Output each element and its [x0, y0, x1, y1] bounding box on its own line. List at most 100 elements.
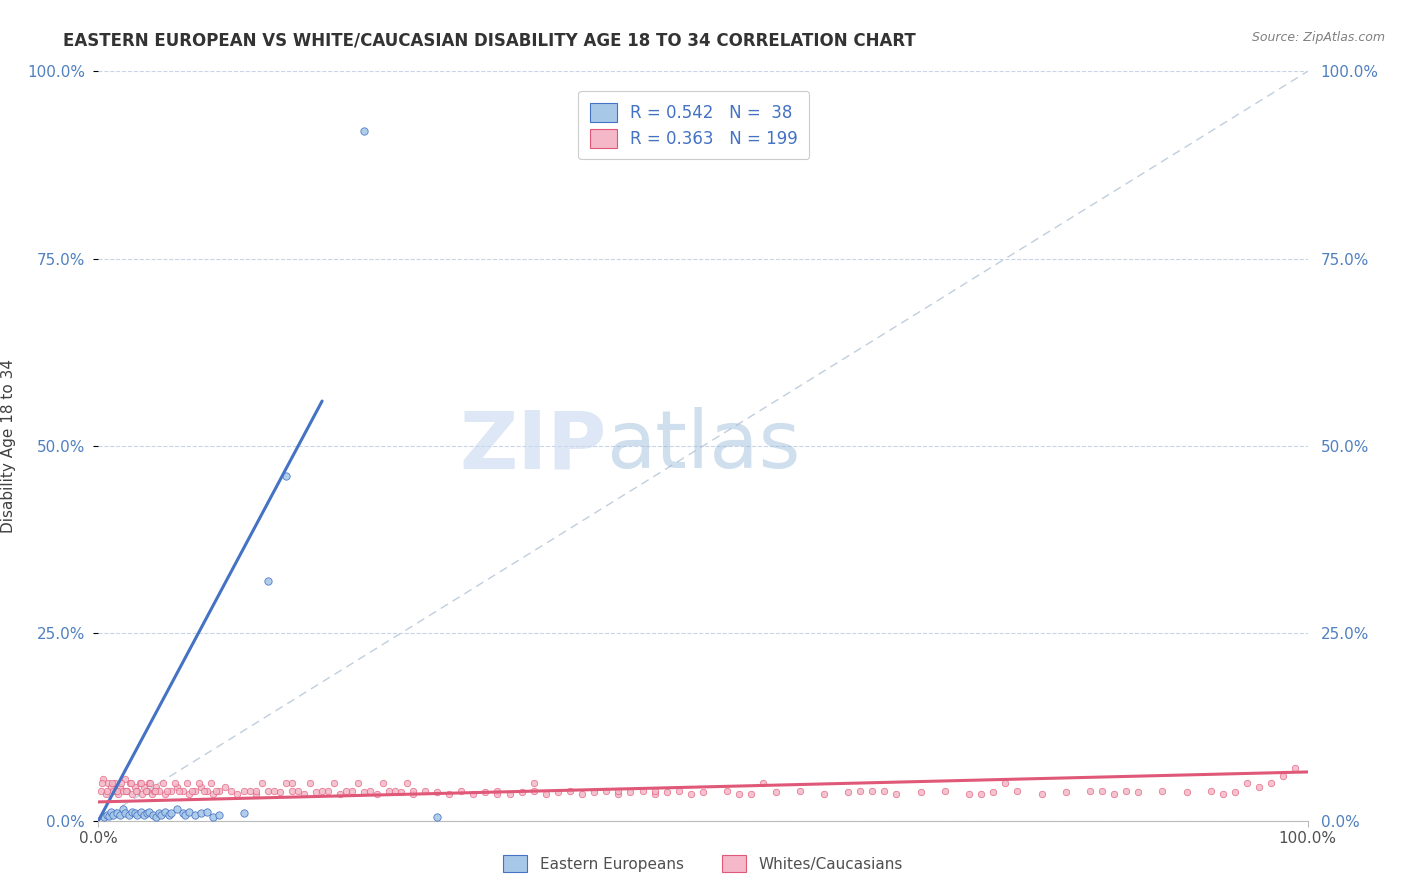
Point: [353, 124, 375, 138]
Point: [160, 806, 183, 821]
Point: [1031, 788, 1053, 802]
Point: [274, 469, 297, 483]
Point: [120, 776, 142, 790]
Point: [256, 783, 278, 797]
Point: [96, 783, 118, 797]
Point: [316, 783, 339, 797]
Point: [100, 776, 122, 790]
Point: [111, 802, 134, 816]
Point: [728, 788, 751, 802]
Point: [463, 788, 485, 802]
Point: [402, 788, 425, 802]
Legend: Eastern Europeans, Whites/Caucasians: Eastern Europeans, Whites/Caucasians: [495, 847, 911, 880]
Point: [426, 785, 449, 799]
Point: [134, 807, 156, 822]
Point: [1260, 776, 1282, 790]
Point: [981, 785, 1004, 799]
Point: [166, 802, 188, 816]
Point: [692, 785, 714, 799]
Point: [752, 776, 775, 790]
Point: [1078, 783, 1101, 797]
Point: [849, 783, 872, 797]
Point: [837, 785, 859, 799]
Text: atlas: atlas: [606, 407, 800, 485]
Point: [135, 806, 157, 821]
Point: [91, 776, 114, 790]
Point: [105, 783, 128, 797]
Point: [101, 807, 124, 822]
Point: [139, 776, 162, 790]
Point: [184, 807, 207, 822]
Point: [413, 783, 436, 797]
Point: [195, 783, 218, 797]
Point: [145, 810, 167, 824]
Point: [1175, 785, 1198, 799]
Y-axis label: Disability Age 18 to 34: Disability Age 18 to 34: [1, 359, 15, 533]
Point: [221, 783, 243, 797]
Point: [142, 807, 165, 822]
Point: [153, 805, 176, 819]
Point: [558, 783, 581, 797]
Point: [910, 785, 932, 799]
Point: [1199, 783, 1222, 797]
Point: [100, 805, 122, 819]
Point: [644, 788, 666, 802]
Point: [1284, 761, 1306, 775]
Point: [1054, 785, 1077, 799]
Point: [100, 780, 122, 794]
Point: [873, 783, 896, 797]
Point: [90, 783, 112, 797]
Point: [1223, 785, 1246, 799]
Point: [1091, 783, 1114, 797]
Point: [232, 783, 254, 797]
Point: [195, 805, 218, 819]
Point: [1115, 783, 1137, 797]
Point: [202, 810, 225, 824]
Point: [179, 805, 201, 819]
Point: [1152, 783, 1174, 797]
Point: [510, 785, 533, 799]
Point: [94, 788, 117, 802]
Point: [143, 783, 166, 797]
Text: ZIP: ZIP: [458, 407, 606, 485]
Point: [148, 806, 170, 821]
Point: [93, 810, 115, 824]
Point: [232, 806, 254, 821]
Point: [245, 783, 267, 797]
Point: [263, 783, 285, 797]
Point: [323, 776, 346, 790]
Point: [523, 776, 546, 790]
Point: [486, 783, 509, 797]
Point: [655, 785, 678, 799]
Point: [1007, 783, 1029, 797]
Point: [305, 785, 328, 799]
Point: [377, 783, 399, 797]
Point: [269, 785, 291, 799]
Point: [366, 788, 388, 802]
Point: [342, 783, 364, 797]
Point: [347, 776, 370, 790]
Point: [631, 783, 654, 797]
Point: [1102, 788, 1125, 802]
Point: [311, 783, 333, 797]
Point: [184, 783, 207, 797]
Legend: R = 0.542   N =  38, R = 0.363   N = 199: R = 0.542 N = 38, R = 0.363 N = 199: [578, 91, 810, 160]
Point: [150, 807, 173, 822]
Point: [105, 806, 128, 821]
Point: [208, 783, 231, 797]
Point: [679, 788, 702, 802]
Point: [91, 772, 114, 787]
Point: [740, 788, 762, 802]
Point: [474, 785, 496, 799]
Point: [101, 783, 124, 797]
Point: [789, 783, 811, 797]
Point: [98, 809, 121, 823]
Point: [152, 776, 174, 790]
Point: [176, 776, 198, 790]
Point: [934, 783, 956, 797]
Point: [402, 783, 425, 797]
Point: [157, 807, 180, 822]
Point: [172, 806, 194, 821]
Point: [107, 788, 129, 802]
Point: [299, 776, 322, 790]
